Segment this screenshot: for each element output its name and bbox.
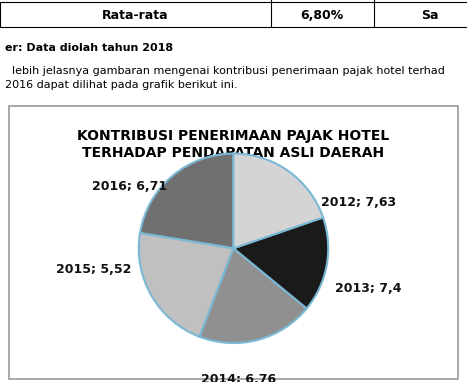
Text: lebih jelasnya gambaran mengenai kontribusi penerimaan pajak hotel terhad
2016 d: lebih jelasnya gambaran mengenai kontrib… [5, 66, 445, 91]
Text: Rata-rata: Rata-rata [102, 8, 169, 21]
Wedge shape [234, 217, 328, 308]
Text: 2015; 5,52: 2015; 5,52 [56, 263, 131, 276]
Text: 2016; 6,71: 2016; 6,71 [92, 180, 167, 193]
Wedge shape [234, 154, 323, 248]
Text: KONTRIBUSI PENERIMAAN PAJAK HOTEL
TERHADAP PENDAPATAN ASLI DAERAH: KONTRIBUSI PENERIMAAN PAJAK HOTEL TERHAD… [78, 129, 389, 160]
Wedge shape [140, 154, 234, 248]
Text: 6,80%: 6,80% [301, 8, 344, 21]
Text: 2012; 7,63: 2012; 7,63 [321, 196, 396, 209]
Text: 2013; 7,4: 2013; 7,4 [335, 282, 401, 295]
Wedge shape [199, 248, 307, 343]
Text: 2014; 6,76: 2014; 6,76 [201, 372, 276, 382]
Text: er: Data diolah tahun 2018: er: Data diolah tahun 2018 [5, 43, 173, 53]
Wedge shape [139, 233, 234, 337]
Text: Sa: Sa [421, 8, 439, 21]
